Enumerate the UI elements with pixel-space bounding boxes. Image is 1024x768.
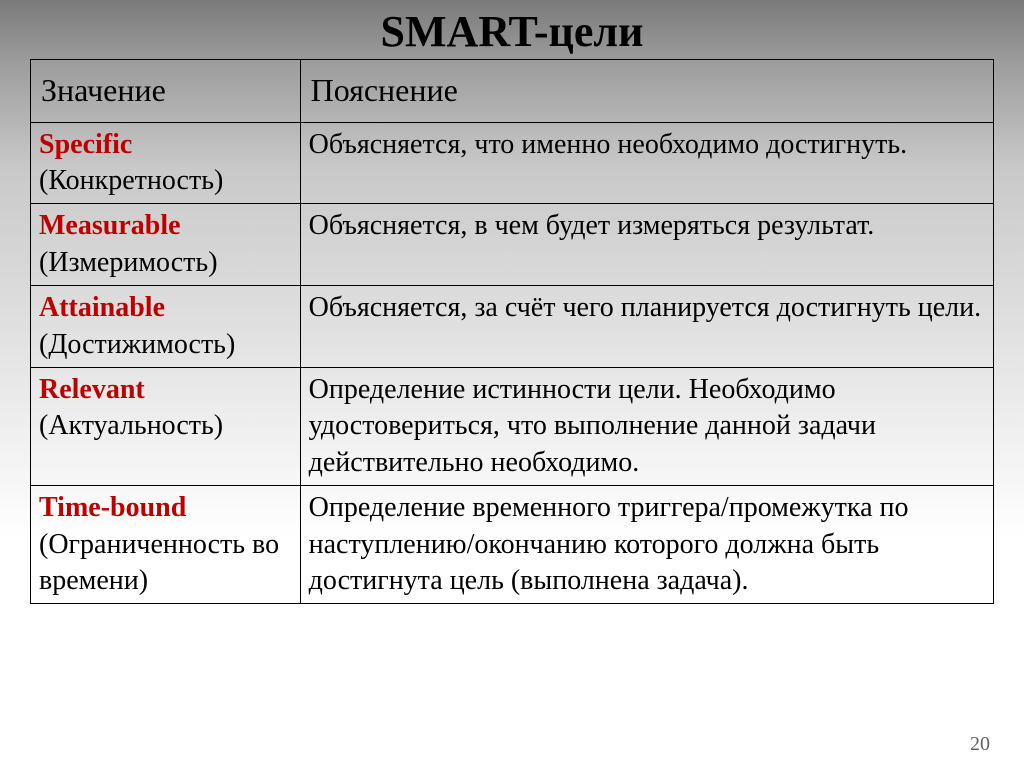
cell-explanation: Определение истинности цели. Необходимо … bbox=[300, 367, 993, 485]
table-row: Time-bound (Ограниченность во времени) О… bbox=[31, 486, 994, 604]
table-header-row: Значение Пояснение bbox=[31, 60, 994, 123]
cell-term: Attainable (Достижимость) bbox=[31, 286, 301, 368]
page-title: SMART-цели bbox=[0, 0, 1024, 59]
cell-term: Relevant (Актуальность) bbox=[31, 367, 301, 485]
translit-relevant: (Актуальность) bbox=[39, 408, 292, 444]
page-number: 20 bbox=[970, 733, 990, 756]
column-header-meaning: Значение bbox=[31, 60, 301, 123]
term-attainable: Attainable bbox=[39, 290, 292, 326]
smart-table: Значение Пояснение Specific (Конкретност… bbox=[30, 59, 994, 604]
translit-specific: (Конкретность) bbox=[39, 163, 292, 199]
table-row: Relevant (Актуальность) Определение исти… bbox=[31, 367, 994, 485]
cell-explanation: Объясняется, в чем будет измеряться резу… bbox=[300, 204, 993, 286]
cell-explanation: Объясняется, что именно необходимо дости… bbox=[300, 122, 993, 204]
column-header-explanation: Пояснение bbox=[300, 60, 993, 123]
translit-timebound: (Ограниченность во времени) bbox=[39, 527, 292, 600]
cell-term: Time-bound (Ограниченность во времени) bbox=[31, 486, 301, 604]
table-row: Specific (Конкретность) Объясняется, что… bbox=[31, 122, 994, 204]
cell-term: Specific (Конкретность) bbox=[31, 122, 301, 204]
translit-measurable: (Измеримость) bbox=[39, 245, 292, 281]
term-specific: Specific bbox=[39, 127, 292, 163]
cell-explanation: Определение временного триггера/промежут… bbox=[300, 486, 993, 604]
cell-explanation: Объясняется, за счёт чего планируется до… bbox=[300, 286, 993, 368]
translit-attainable: (Достижимость) bbox=[39, 327, 292, 363]
term-measurable: Measurable bbox=[39, 208, 292, 244]
table-row: Measurable (Измеримость) Объясняется, в … bbox=[31, 204, 994, 286]
cell-term: Measurable (Измеримость) bbox=[31, 204, 301, 286]
table-row: Attainable (Достижимость) Объясняется, з… bbox=[31, 286, 994, 368]
term-timebound: Time-bound bbox=[39, 490, 292, 526]
term-relevant: Relevant bbox=[39, 372, 292, 408]
